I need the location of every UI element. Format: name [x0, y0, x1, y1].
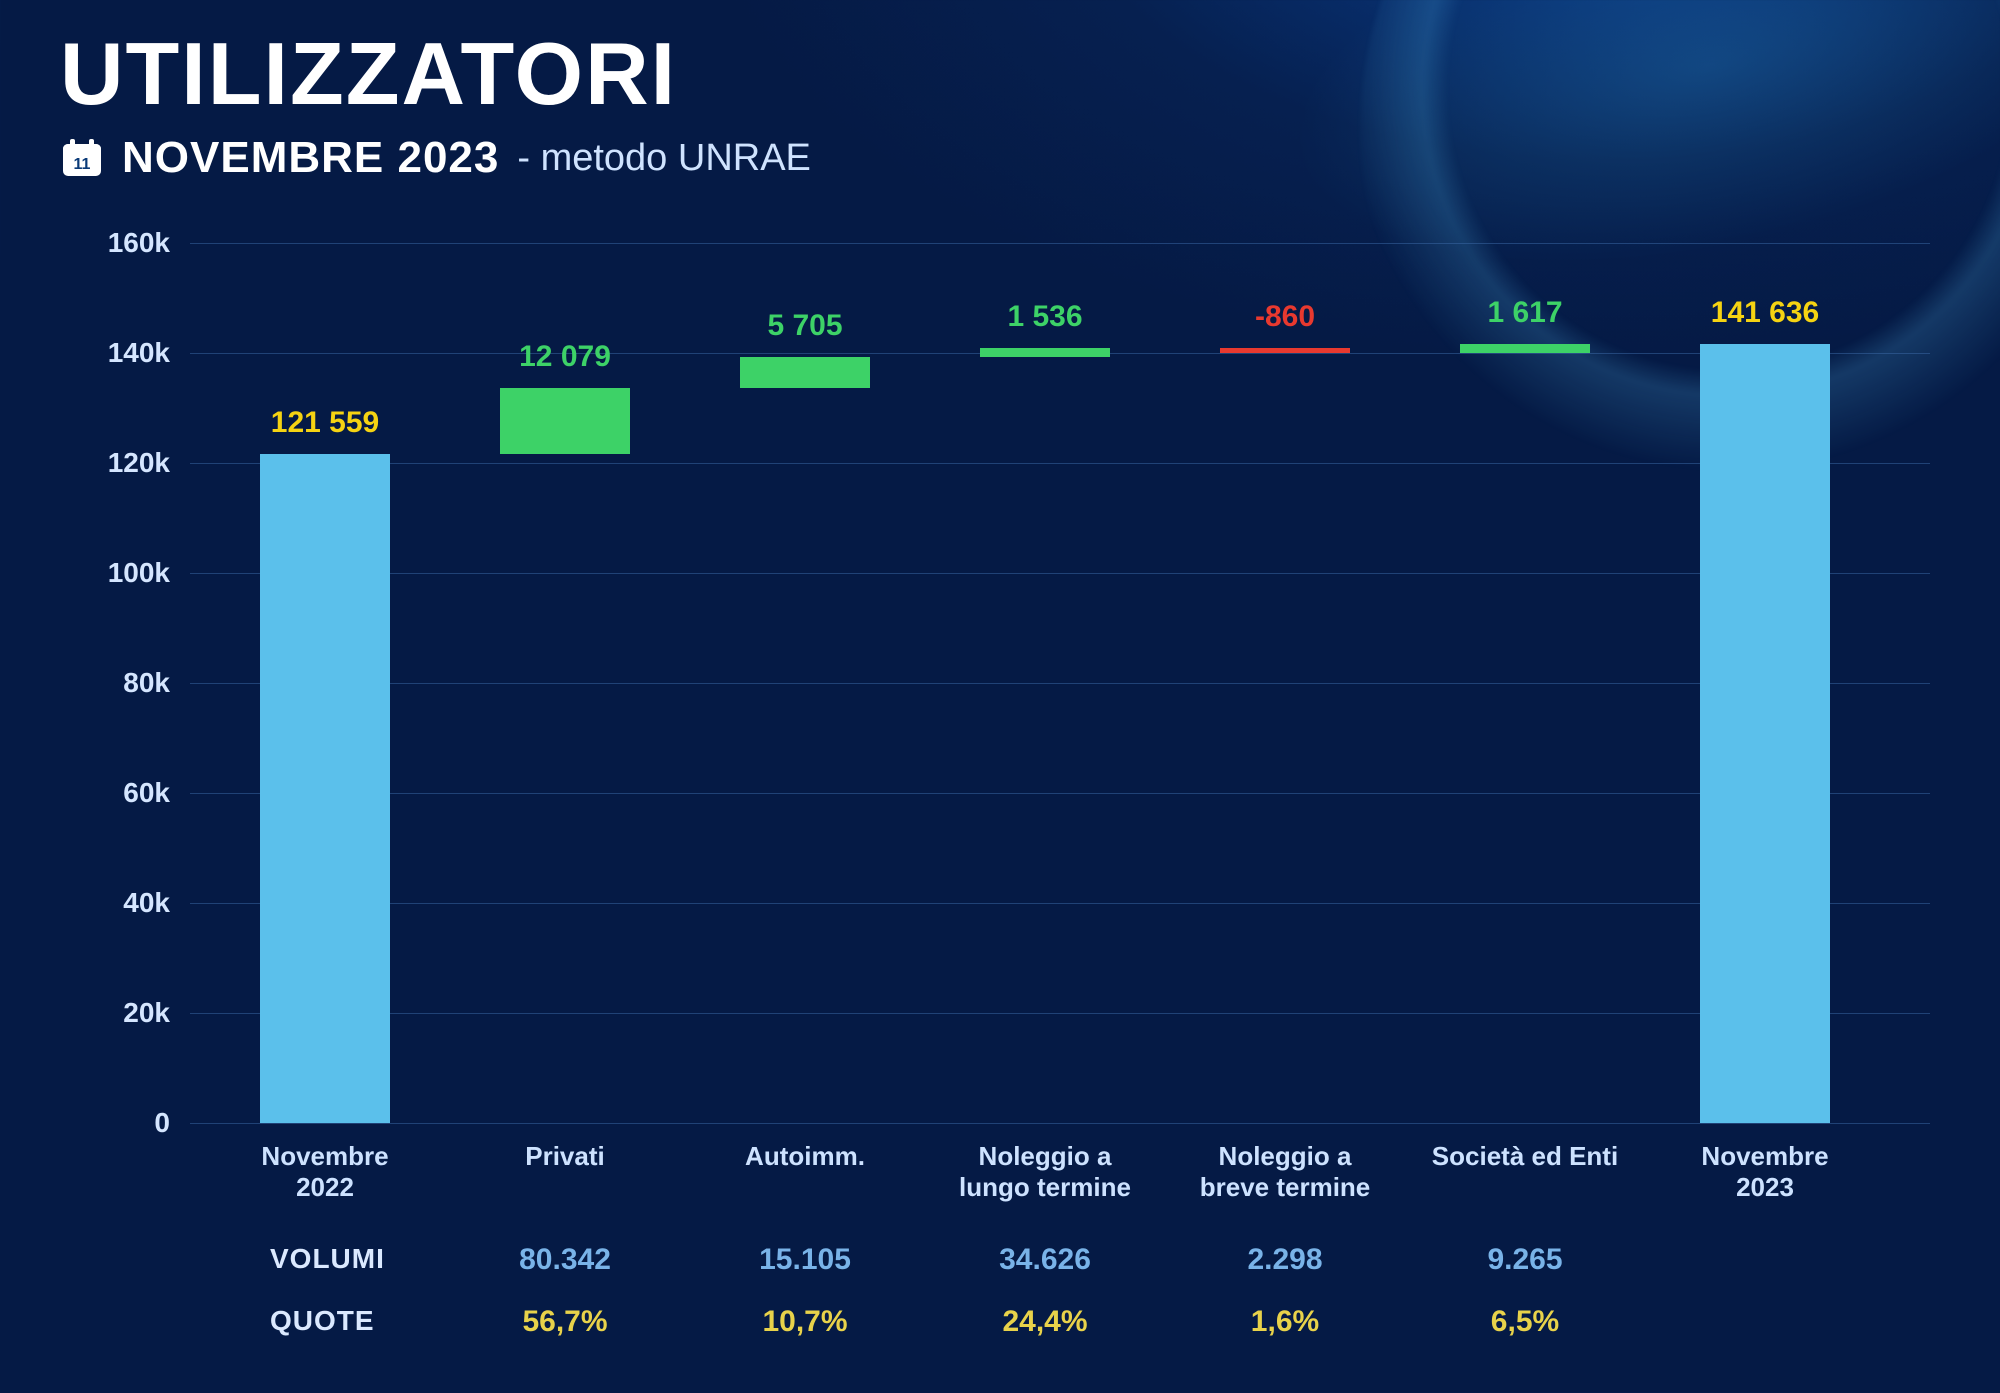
- bar-value-label: 121 559: [271, 406, 379, 440]
- bar-value-label: 1 536: [1007, 300, 1082, 334]
- cell-volumi: 80.342: [519, 1243, 611, 1277]
- bar-value-label: 12 079: [519, 340, 611, 374]
- y-axis-label: 80k: [123, 667, 190, 699]
- bar-total: 121 559: [260, 454, 390, 1123]
- grid-line: [190, 683, 1930, 684]
- grid-line: [190, 463, 1930, 464]
- bar-total: 141 636: [1700, 344, 1830, 1123]
- cell-quote: 24,4%: [1002, 1305, 1087, 1339]
- y-axis-label: 140k: [108, 337, 190, 369]
- x-axis-label: Noleggio abreve termine: [1175, 1141, 1395, 1203]
- y-axis-label: 160k: [108, 227, 190, 259]
- cell-volumi: 15.105: [759, 1243, 851, 1277]
- bar-positive: 1 536: [980, 348, 1110, 356]
- x-axis-label: Privati: [455, 1141, 675, 1172]
- chart-plot: 020k40k60k80k100k120k140k160k121 559Nove…: [190, 243, 1930, 1123]
- subtitle-main: NOVEMBRE 2023: [122, 133, 499, 183]
- grid-line: [190, 243, 1930, 244]
- bar-value-label: -860: [1255, 300, 1315, 334]
- subtitle-row: 11 NOVEMBRE 2023 - metodo UNRAE: [60, 133, 1940, 183]
- x-axis-label: Novembre2023: [1655, 1141, 1875, 1203]
- y-axis-label: 120k: [108, 447, 190, 479]
- row-label-volumi: VOLUMI: [270, 1243, 385, 1275]
- cell-quote: 56,7%: [522, 1305, 607, 1339]
- bar-negative: -860: [1220, 348, 1350, 353]
- grid-line: [190, 1013, 1930, 1014]
- subtitle-sub: - metodo UNRAE: [517, 137, 811, 180]
- y-axis-label: 40k: [123, 887, 190, 919]
- y-axis-label: 100k: [108, 557, 190, 589]
- header: UTILIZZATORI 11 NOVEMBRE 2023 - metodo U…: [60, 30, 1940, 183]
- bar-positive: 12 079: [500, 388, 630, 454]
- x-axis-label: Noleggio alungo termine: [935, 1141, 1155, 1203]
- x-axis-label: Società ed Enti: [1415, 1141, 1635, 1172]
- cell-volumi: 2.298: [1247, 1243, 1322, 1277]
- bar-value-label: 5 705: [767, 309, 842, 343]
- page-title: UTILIZZATORI: [60, 30, 1940, 118]
- data-table: VOLUMI QUOTE 80.342 56,7% 15.105 10,7% 34.626 2…: [190, 1243, 1930, 1383]
- grid-line: [190, 903, 1930, 904]
- x-axis-label: Novembre2022: [215, 1141, 435, 1203]
- bar-value-label: 1 617: [1487, 296, 1562, 330]
- y-axis-label: 60k: [123, 777, 190, 809]
- cell-quote: 1,6%: [1251, 1305, 1319, 1339]
- page-container: UTILIZZATORI 11 NOVEMBRE 2023 - metodo U…: [0, 0, 2000, 1393]
- x-axis-label: Autoimm.: [695, 1141, 915, 1172]
- calendar-day-text: 11: [74, 156, 91, 173]
- grid-line: [190, 1123, 1930, 1124]
- y-axis-label: 0: [154, 1107, 190, 1139]
- cell-volumi: 9.265: [1487, 1243, 1562, 1277]
- cell-volumi: 34.626: [999, 1243, 1091, 1277]
- bar-positive: 1 617: [1460, 344, 1590, 353]
- grid-line: [190, 793, 1930, 794]
- bar-value-label: 141 636: [1711, 296, 1819, 330]
- grid-line: [190, 573, 1930, 574]
- row-label-quote: QUOTE: [270, 1305, 375, 1337]
- cell-quote: 6,5%: [1491, 1305, 1559, 1339]
- y-axis-label: 20k: [123, 997, 190, 1029]
- cell-quote: 10,7%: [762, 1305, 847, 1339]
- calendar-icon: 11: [60, 136, 104, 180]
- bar-positive: 5 705: [740, 357, 870, 388]
